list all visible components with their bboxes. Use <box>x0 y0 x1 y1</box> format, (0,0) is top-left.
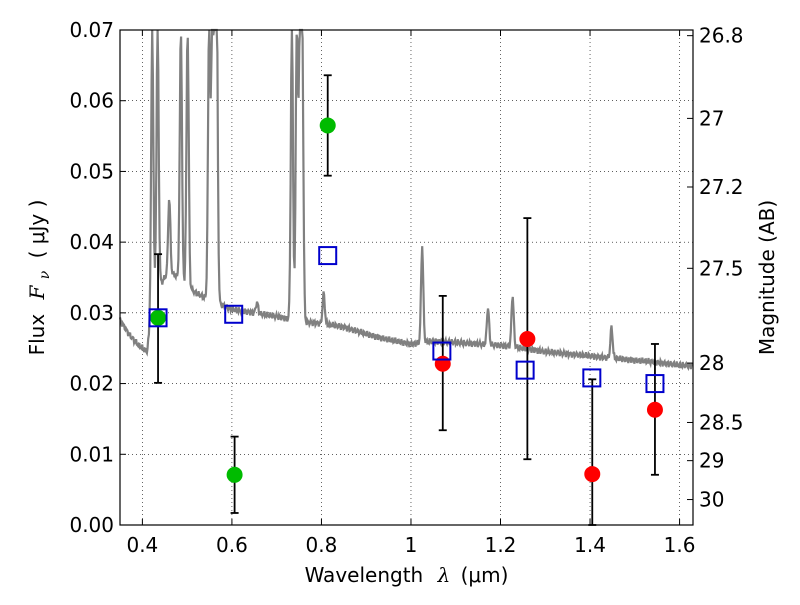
y-tick-label: 0.05 <box>69 159 114 183</box>
right-tick-label: 28 <box>699 351 724 375</box>
x-tick-label: 0.6 <box>216 533 248 557</box>
x-tick-label: 1 <box>405 533 418 557</box>
x-tick-label: 0.8 <box>306 533 338 557</box>
spectrum-line <box>118 28 694 372</box>
y-tick-label: 0.04 <box>69 230 114 254</box>
x-axis-label-unit: (μm) <box>461 563 509 587</box>
y-axis-label-symbol: F <box>25 284 49 300</box>
y-axis-label-subscript: ν <box>37 270 53 279</box>
right-tick-label: 28.5 <box>699 410 744 434</box>
data-point <box>226 466 243 483</box>
axis-labels: Wavelength λ (μm) Flux F ν ( μJy ) Magni… <box>25 200 779 587</box>
right-tick-label: 29 <box>699 449 724 473</box>
data-point-square <box>318 246 338 266</box>
data-point <box>319 117 336 134</box>
right-tick-label: 27.2 <box>699 175 744 199</box>
grid <box>120 29 693 526</box>
data-point-square <box>224 304 244 324</box>
y-tick-label: 0.01 <box>69 442 114 466</box>
data-marks <box>148 74 665 526</box>
x-tick-label: 1.2 <box>485 533 517 557</box>
data-point-square <box>582 368 602 388</box>
x-axis-label-symbol: λ <box>437 563 451 587</box>
right-tick-label: 26.8 <box>699 24 744 48</box>
y-axis-label: Flux F ν ( μJy ) <box>25 200 54 356</box>
y-tick-label: 0.03 <box>69 301 114 325</box>
data-point <box>584 466 601 483</box>
x-axis-label: Wavelength λ (μm) <box>305 563 509 587</box>
data-point <box>519 331 536 348</box>
right-tick-label: 27.5 <box>699 256 744 280</box>
y-tick-label: 0.06 <box>69 89 114 113</box>
x-tick-label: 1.6 <box>664 533 696 557</box>
data-point-square <box>432 341 452 361</box>
y-tick-label: 0.02 <box>69 372 114 396</box>
right-tick-label: 30 <box>699 488 724 512</box>
y-axis-label-unit: ( μJy ) <box>25 200 49 259</box>
spectrum <box>118 28 694 372</box>
y-axis-label-text: Flux <box>25 314 49 356</box>
x-tick-label: 0.4 <box>126 533 158 557</box>
x-tick-label: 1.4 <box>574 533 606 557</box>
data-point-square <box>645 374 665 394</box>
plot-frame <box>119 29 694 526</box>
right-tick-label: 27 <box>699 106 724 130</box>
data-point-square <box>148 308 168 328</box>
data-point <box>150 309 167 326</box>
y-tick-label: 0.00 <box>69 513 114 537</box>
data-point-square <box>515 360 535 380</box>
y-tick-label: 0.07 <box>69 18 114 42</box>
axis-ticks: 0.4 0.6 0.8 1 1.2 1.4 1.6 0.00 0.01 0.02 0.03 0.04 0… <box>69 18 743 557</box>
data-point <box>646 401 663 418</box>
right-axis-label: Magnitude (AB) <box>755 200 779 355</box>
x-axis-label-text: Wavelength <box>305 563 424 587</box>
data-point <box>434 355 451 372</box>
